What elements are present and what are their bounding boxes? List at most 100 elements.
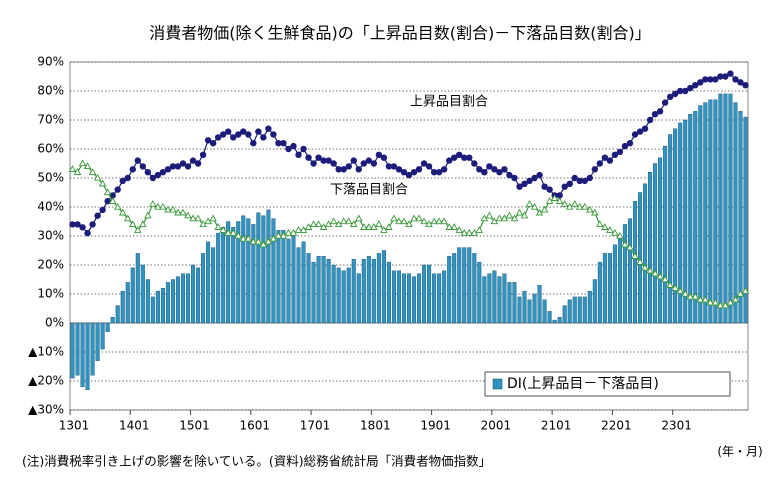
bar xyxy=(507,282,512,324)
bar xyxy=(75,322,80,376)
marker xyxy=(435,217,443,225)
bar xyxy=(572,296,577,324)
marker xyxy=(405,171,413,179)
bar xyxy=(743,116,748,324)
marker xyxy=(515,208,524,216)
marker xyxy=(98,179,107,187)
marker xyxy=(641,125,649,132)
bar xyxy=(366,256,371,324)
marker xyxy=(199,151,207,158)
marker xyxy=(516,183,523,190)
marker xyxy=(189,157,197,164)
marker xyxy=(540,205,549,213)
y-tick-label: 40% xyxy=(37,200,64,214)
marker xyxy=(320,157,327,164)
marker xyxy=(129,166,136,173)
bar xyxy=(653,163,658,324)
bar xyxy=(180,273,186,324)
bar xyxy=(622,224,627,324)
bar xyxy=(90,322,95,376)
y-tick-label: ▲30% xyxy=(28,403,64,417)
bar xyxy=(728,93,733,324)
marker xyxy=(405,220,413,228)
marker xyxy=(89,221,96,228)
bar xyxy=(296,247,301,324)
bar xyxy=(617,238,622,324)
marker xyxy=(471,160,478,167)
x-unit: (年・月) xyxy=(717,445,762,459)
bar xyxy=(211,247,216,324)
marker xyxy=(702,76,709,83)
marker xyxy=(666,281,674,288)
marker xyxy=(485,211,494,219)
marker xyxy=(260,134,267,141)
marker xyxy=(94,212,101,219)
marker xyxy=(727,70,734,77)
marker xyxy=(154,171,162,179)
bar xyxy=(301,241,306,324)
marker xyxy=(410,214,418,222)
marker xyxy=(646,266,654,274)
marker xyxy=(219,131,227,138)
marker xyxy=(451,154,458,161)
bar xyxy=(231,227,236,324)
marker xyxy=(159,169,167,176)
marker xyxy=(501,166,508,173)
marker xyxy=(466,154,473,161)
marker xyxy=(360,160,367,167)
marker xyxy=(631,131,639,138)
marker xyxy=(666,93,674,101)
marker xyxy=(646,116,654,124)
bar xyxy=(351,259,356,324)
bar xyxy=(196,267,201,324)
marker xyxy=(164,166,172,173)
marker xyxy=(349,220,358,228)
bar xyxy=(537,285,542,324)
y-tick-label: 10% xyxy=(37,287,64,301)
marker xyxy=(275,140,282,147)
marker xyxy=(370,160,378,167)
marker xyxy=(245,131,252,138)
marker xyxy=(677,87,684,95)
marker xyxy=(240,128,247,135)
marker xyxy=(681,289,689,297)
marker xyxy=(621,142,629,150)
bar xyxy=(140,264,145,324)
marker xyxy=(530,202,539,210)
marker xyxy=(375,151,383,158)
marker xyxy=(440,166,448,173)
marker xyxy=(335,166,342,173)
marker xyxy=(682,87,689,95)
marker xyxy=(601,223,609,230)
marker xyxy=(686,292,695,300)
marker xyxy=(340,166,347,173)
marker xyxy=(294,226,303,233)
marker xyxy=(249,237,258,245)
marker xyxy=(445,223,453,230)
bar xyxy=(100,322,105,350)
marker xyxy=(491,166,498,173)
marker xyxy=(325,157,332,164)
bar xyxy=(708,99,713,324)
marker xyxy=(400,217,408,225)
bar xyxy=(191,264,196,324)
marker xyxy=(224,228,232,236)
marker xyxy=(531,174,538,182)
bar xyxy=(582,296,587,324)
x-tick-label: 2301 xyxy=(661,419,692,433)
marker xyxy=(581,177,588,185)
marker xyxy=(742,82,749,89)
bar xyxy=(592,279,597,324)
marker xyxy=(687,84,694,92)
marker xyxy=(174,163,182,170)
marker xyxy=(315,154,322,161)
bar xyxy=(150,296,155,324)
marker xyxy=(606,157,614,164)
bar xyxy=(632,200,638,324)
marker xyxy=(722,73,729,80)
bar xyxy=(638,192,643,324)
marker xyxy=(144,211,152,219)
marker xyxy=(265,125,272,132)
marker xyxy=(365,157,373,164)
